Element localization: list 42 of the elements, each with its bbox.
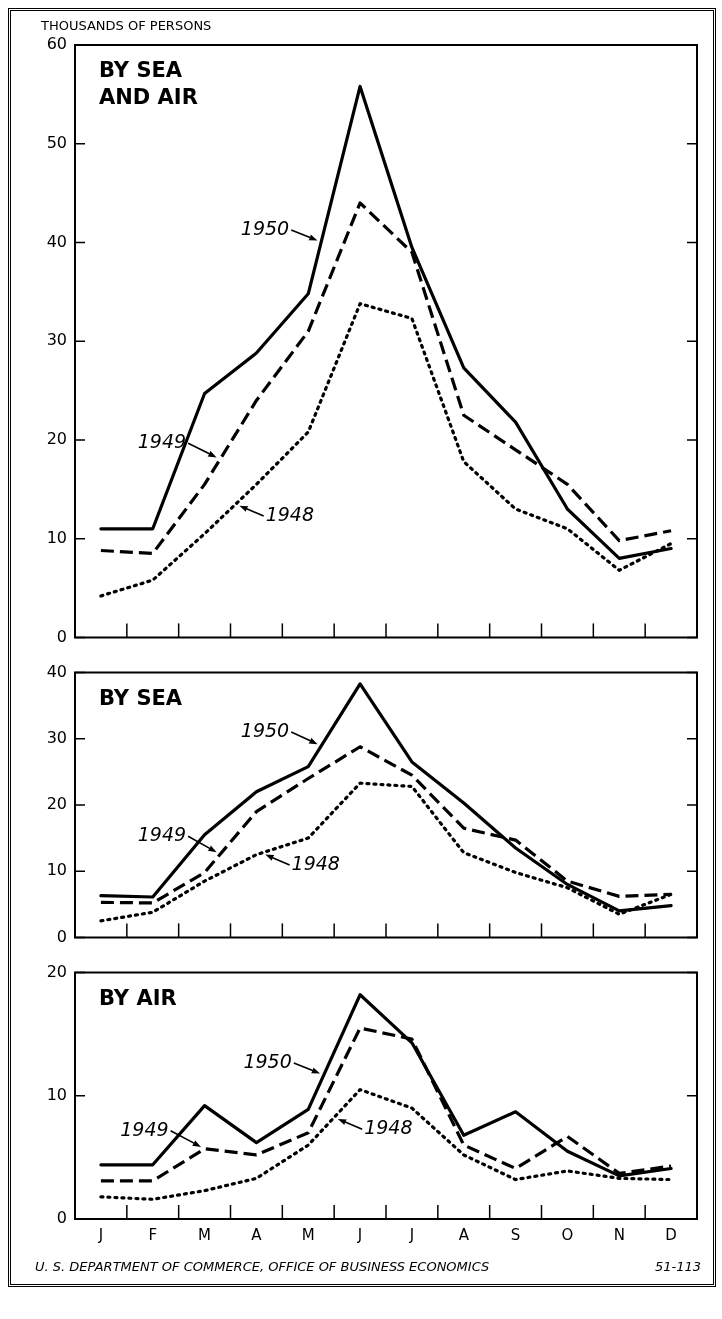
text: U. S. DEPARTMENT OF COMMERCE, OFFICE OF BUSINESS ECONOMICS xyxy=(35,1259,490,1274)
x-tick-label: J xyxy=(356,1225,363,1244)
y-tick-label: 30 xyxy=(46,727,67,747)
y-tick-label: 60 xyxy=(46,34,67,54)
text: BY SEA xyxy=(99,685,183,710)
x-tick-label: A xyxy=(251,1225,263,1244)
legend-label: 1949 xyxy=(120,1117,169,1140)
x-tick-label: D xyxy=(665,1225,677,1244)
y-tick-label: 20 xyxy=(46,429,67,449)
y-axis-title: THOUSANDS OF PERSONS xyxy=(40,17,212,33)
legend-label: 1949 xyxy=(137,823,187,846)
x-tick-label: F xyxy=(148,1225,158,1244)
x-tick-label: M xyxy=(198,1225,212,1244)
y-tick-label: 10 xyxy=(46,860,67,880)
x-tick-label: N xyxy=(613,1225,625,1244)
y-tick-label: 0 xyxy=(56,926,67,946)
y-tick-label: 0 xyxy=(56,1208,67,1228)
y-tick-label: 20 xyxy=(46,961,67,981)
series-label: 1948 xyxy=(265,503,315,526)
series-label: 1948 xyxy=(291,851,340,874)
y-tick-label: 10 xyxy=(46,527,67,547)
legend-label: 1950 xyxy=(243,1049,292,1072)
series-label: 1948 xyxy=(364,1116,413,1139)
y-tick-label: 30 xyxy=(46,330,67,350)
x-tick-label: O xyxy=(561,1225,574,1244)
y-tick-label: 0 xyxy=(56,626,67,646)
y-tick-label: 40 xyxy=(46,231,67,251)
y-tick-label: 50 xyxy=(46,132,67,152)
x-tick-label: M xyxy=(301,1225,315,1244)
legend-label: 1950 xyxy=(240,216,290,239)
legend-label: 1949 xyxy=(137,430,187,453)
x-tick-label: J xyxy=(97,1225,104,1244)
y-tick-label: 10 xyxy=(46,1084,67,1104)
y-tick-label: 20 xyxy=(46,794,67,814)
text: BY AIR xyxy=(99,985,177,1010)
x-tick-label: A xyxy=(458,1225,470,1244)
text: 51-113 xyxy=(654,1259,701,1274)
text: BY SEA AND AIR xyxy=(99,57,198,109)
x-tick-label: J xyxy=(408,1225,415,1244)
x-tick-label: S xyxy=(510,1225,521,1244)
y-tick-label: 40 xyxy=(46,661,67,681)
legend-label: 1950 xyxy=(240,718,290,741)
